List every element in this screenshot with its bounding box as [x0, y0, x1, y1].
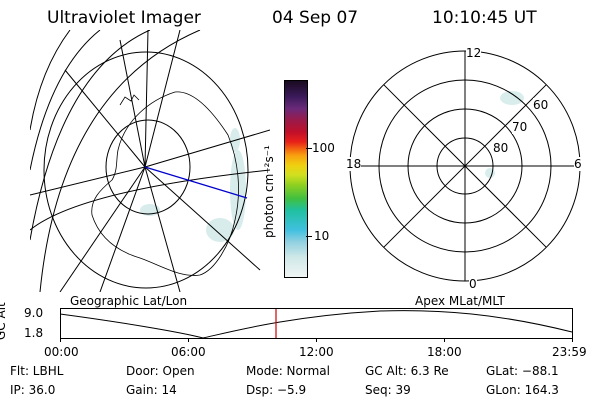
mlt-label-18: 18 [346, 157, 362, 171]
param-gc-alt: GC Alt: 6.3 Re [365, 364, 449, 378]
timeline-left-title: Geographic Lat/Lon [70, 294, 188, 308]
param-ip: IP: 36.0 [10, 383, 56, 397]
noon-meridian-line [144, 166, 248, 199]
colorbar-unit-label: photon cm⁻²s⁻¹ [262, 145, 276, 238]
colorbar-tick-100 [306, 148, 312, 149]
timeline-xtick-1800: 18:00 [427, 345, 462, 359]
mlt-label-0: 0 [469, 277, 477, 291]
param-glat: GLat: −88.1 [486, 364, 559, 378]
observation-time: 10:10:45 UT [432, 8, 537, 28]
altitude-timeline-plot [60, 308, 573, 342]
instrument-title: Ultraviolet Imager [47, 8, 201, 28]
colorbar-label-100: 100 [312, 141, 335, 155]
param-seq: Seq: 39 [365, 383, 411, 397]
param-filter: Flt: LBHL [10, 364, 64, 378]
timeline-xtick-0600: 06:00 [171, 345, 206, 359]
param-glon: GLon: 164.3 [486, 383, 559, 397]
lat-label-60: 60 [533, 98, 549, 112]
color-scale-bar [284, 80, 308, 278]
observation-date: 04 Sep 07 [272, 8, 359, 28]
param-gain: Gain: 14 [126, 383, 177, 397]
mlt-label-6: 6 [574, 157, 582, 171]
timeline-xtick-0000: 00:00 [44, 345, 79, 359]
colorbar-tick-10 [306, 236, 312, 237]
lat-label-80: 80 [493, 141, 509, 155]
param-door: Door: Open [126, 364, 195, 378]
earth-limb [43, 51, 249, 289]
timeline-right-title: Apex MLat/MLT [415, 294, 505, 308]
timeline-ytick-bottom: 1.8 [24, 326, 44, 340]
lat-label-70: 70 [512, 120, 528, 134]
timeline-xtick-2359: 23:59 [552, 345, 587, 359]
altitude-curve [60, 310, 573, 339]
timeline-yaxis-label: GC Alt [0, 302, 8, 340]
timeline-ytick-top: 9.0 [24, 306, 44, 320]
geographic-auroral-image [30, 30, 270, 292]
timeline-xtick-1200: 12:00 [299, 345, 334, 359]
colorbar-label-10: 10 [314, 229, 330, 243]
polar-mlt-plot [349, 50, 581, 282]
param-mode: Mode: Normal [246, 364, 330, 378]
param-dsp: Dsp: −5.9 [246, 383, 307, 397]
mlt-label-12: 12 [466, 46, 482, 60]
latitude-circle [105, 119, 191, 215]
